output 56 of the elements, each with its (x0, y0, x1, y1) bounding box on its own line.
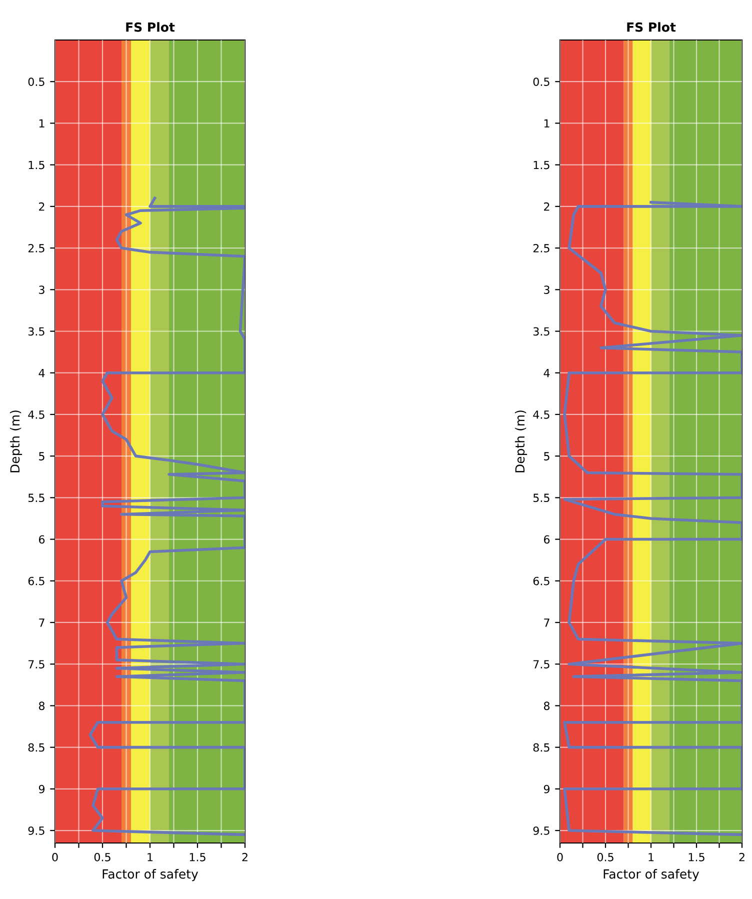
y-tick-label: 2 (544, 202, 550, 211)
y-tick-label: 4 (38, 368, 45, 378)
y-tick-label: 7 (544, 618, 550, 627)
y-tick-label: 4.5 (28, 410, 44, 419)
line-series (88, 196, 245, 836)
y-axis-title: Depth (m) (514, 410, 528, 472)
y-tick-label: 3.5 (28, 327, 44, 336)
line-series (563, 200, 742, 836)
y-tick-label: 5.5 (28, 494, 44, 502)
x-tick-label: 1.5 (688, 853, 704, 862)
y-tick-label: 1 (39, 119, 44, 128)
y-tick-label: 5 (39, 452, 44, 460)
y-tick-label: 9.5 (533, 826, 550, 835)
y-tick-label: 8.5 (28, 743, 44, 752)
y-tick-label: 2.5 (533, 244, 550, 252)
y-tick-label: 6 (544, 535, 550, 544)
y-tick-label: 2.5 (28, 244, 44, 252)
y-tick-label: 7.5 (534, 660, 550, 668)
y-tick-label: 5 (544, 452, 550, 460)
y-tick-label: 9 (544, 784, 550, 794)
y-tick-label: 8 (544, 702, 550, 710)
y-tick-label: 7.5 (28, 660, 44, 668)
y-tick-label: 5.5 (533, 494, 550, 502)
y-tick-label: 3 (544, 286, 550, 294)
y-tick-label: 8.5 (533, 743, 550, 752)
x-tick-label: 1.5 (190, 853, 206, 862)
y-tick-label: 9.5 (28, 826, 44, 835)
y-tick-label: 6.5 (533, 576, 550, 586)
y-tick-label: 9 (38, 784, 44, 794)
y-tick-label: 1 (544, 119, 550, 128)
x-axis-title: Factor of safety (102, 869, 198, 882)
x-tick-label: 1 (148, 853, 153, 862)
x-tick-label: 0 (52, 852, 58, 862)
x-axis-title: Factor of safety (604, 869, 700, 882)
y-tick-label: 1.5 (534, 160, 550, 170)
y-axis-title: Depth (m) (10, 410, 22, 472)
x-tick-label: 0.5 (94, 852, 110, 862)
y-tick-label: 8 (38, 702, 45, 710)
y-tick-label: 0.5 (28, 78, 44, 86)
y-tick-label: 4.5 (533, 410, 550, 419)
x-tick-label: 2 (242, 852, 248, 862)
y-tick-label: 0.5 (533, 78, 550, 86)
x-tick-label: 0 (557, 852, 563, 862)
x-tick-label: 2 (739, 852, 744, 862)
chart-title: FS Plot (627, 22, 676, 32)
x-tick-label: 0.5 (597, 852, 614, 862)
y-tick-label: 3 (39, 286, 44, 294)
y-tick-label: 4 (544, 368, 550, 378)
x-tick-label: 1 (648, 853, 654, 862)
y-tick-label: 1.5 (28, 160, 44, 170)
y-tick-label: 6 (38, 535, 45, 544)
y-tick-label: 7 (39, 618, 44, 627)
chart-title: FS Plot (126, 22, 175, 32)
y-tick-label: 6.5 (28, 576, 44, 586)
y-tick-label: 2 (39, 202, 44, 211)
y-tick-label: 3.5 (533, 327, 550, 336)
